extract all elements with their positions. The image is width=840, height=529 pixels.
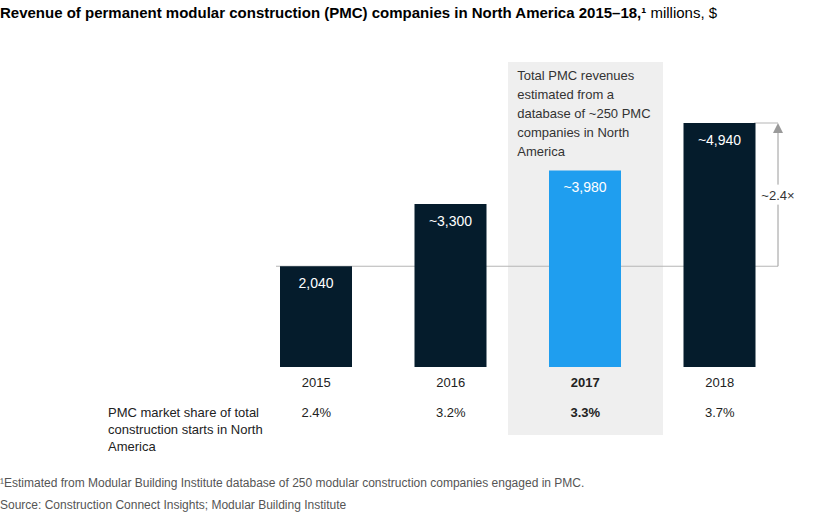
html-text:3.7%: 3.7%: [704, 405, 735, 420]
html-text:Total PMC revenues estimated f: Total PMC revenues estimated from a data…: [517, 68, 651, 159]
html-text:3.3%: 3.3%: [570, 405, 601, 420]
svg-text:2015: 2015: [302, 375, 331, 390]
html-text:PMC market share of total cons: PMC market share of total construction s…: [108, 405, 263, 454]
svg-text:~3,980: ~3,980: [563, 179, 606, 195]
html-text:2.4%: 2.4%: [301, 405, 332, 420]
html-text:3.2%: 3.2%: [435, 405, 466, 420]
svg-text:2017: 2017: [571, 375, 600, 390]
html-text:¹Estimated from Modular Buildi: ¹Estimated from Modular Building Institu…: [0, 476, 585, 490]
svg-text:2016: 2016: [436, 375, 465, 390]
html-text:Revenue of permanent modular c: Revenue of permanent modular constructio…: [0, 4, 718, 21]
svg-text:~4,940: ~4,940: [698, 132, 741, 148]
svg-text:2,040: 2,040: [298, 275, 333, 291]
svg-text:~3,300: ~3,300: [429, 213, 472, 229]
svg-text:~2.4×: ~2.4×: [761, 188, 794, 203]
svg-text:2018: 2018: [705, 375, 734, 390]
html-text:Source: Construction Connect I: Source: Construction Connect Insights; M…: [0, 498, 347, 512]
